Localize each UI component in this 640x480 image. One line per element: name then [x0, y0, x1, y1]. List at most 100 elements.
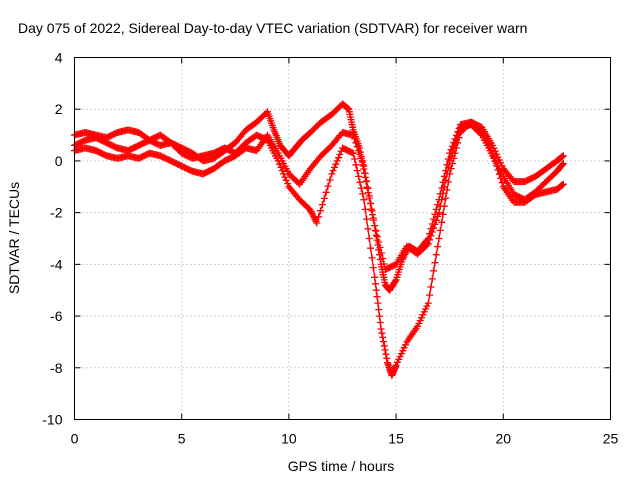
- data-point: [378, 329, 386, 337]
- data-point: [363, 177, 371, 185]
- x-tick-label: 0: [71, 431, 79, 447]
- data-point: [381, 346, 389, 354]
- data-point: [438, 196, 446, 204]
- data-point: [284, 180, 292, 188]
- data-point: [309, 211, 317, 219]
- data-point: [434, 213, 442, 220]
- x-tick-label: 5: [178, 431, 186, 447]
- data-point: [369, 214, 377, 222]
- data-point: [368, 254, 376, 262]
- series-line: [74, 103, 564, 291]
- plot-frame: [74, 57, 611, 420]
- data-point: [322, 188, 330, 196]
- y-tick-label: -8: [50, 360, 63, 376]
- data-point: [450, 144, 458, 152]
- data-point: [328, 170, 336, 178]
- ticks: [74, 57, 611, 420]
- data-point: [360, 162, 368, 170]
- data-point: [430, 267, 438, 275]
- data-point: [353, 143, 361, 151]
- data-point: [336, 151, 344, 158]
- data-point: [376, 319, 384, 326]
- data-point: [442, 194, 450, 202]
- data-point: [379, 333, 387, 341]
- data-point: [352, 139, 360, 147]
- data-point: [424, 299, 432, 307]
- data-point: [559, 180, 567, 188]
- data-point: [431, 259, 439, 267]
- series-trace-3: [71, 121, 567, 273]
- y-tick-label: 2: [55, 101, 63, 117]
- data-point: [359, 158, 367, 166]
- data-point: [427, 283, 435, 291]
- data-point: [374, 299, 382, 307]
- data-point: [371, 222, 379, 230]
- data-point: [329, 167, 337, 175]
- data-point: [367, 244, 375, 252]
- data-point: [343, 104, 351, 112]
- data-point: [369, 264, 377, 272]
- data-point: [380, 342, 388, 350]
- data-point: [333, 157, 341, 165]
- data-point: [439, 189, 447, 197]
- data-point: [351, 155, 359, 163]
- data-point: [477, 130, 484, 138]
- data-point: [349, 131, 357, 139]
- data-point: [432, 251, 440, 259]
- data-point: [368, 207, 376, 215]
- data-point: [380, 338, 387, 346]
- data-point: [442, 176, 450, 184]
- data-point: [559, 161, 566, 168]
- data-point: [332, 160, 340, 168]
- data-point: [399, 347, 407, 355]
- chart-title: Day 075 of 2022, Sidereal Day-to-day VTE…: [18, 20, 527, 36]
- y-tick-label: -2: [50, 205, 63, 221]
- data-point: [426, 291, 434, 299]
- data-point: [559, 152, 567, 160]
- x-tick-label: 10: [281, 431, 297, 447]
- data-point: [278, 167, 286, 175]
- data-point: [365, 192, 373, 200]
- y-tick-label: 0: [55, 153, 63, 169]
- data-point: [349, 149, 357, 157]
- data-point: [313, 219, 321, 227]
- data-point: [377, 249, 385, 257]
- data-point: [318, 201, 326, 209]
- data-point: [355, 172, 363, 180]
- data-point: [434, 243, 442, 251]
- data-point: [372, 286, 380, 294]
- data-point: [439, 210, 447, 218]
- data-point: [331, 163, 338, 171]
- y-tick-label: -10: [42, 412, 62, 428]
- x-tick-label: 20: [496, 431, 512, 447]
- data-point: [430, 224, 438, 232]
- data-point: [379, 255, 387, 262]
- data-point: [443, 170, 451, 178]
- data-point: [376, 312, 383, 320]
- data-point: [558, 182, 566, 189]
- data-point: [312, 217, 320, 225]
- data-point: [356, 151, 364, 158]
- data-point: [372, 280, 379, 288]
- data-point: [324, 182, 332, 190]
- data-point: [382, 350, 390, 358]
- data-point: [424, 240, 432, 248]
- data-point: [448, 149, 456, 156]
- tick-labels: 0 5 10 15 20 25 -10 -8 -6 -4 -2 0 2 4: [42, 50, 618, 447]
- data-point: [428, 228, 436, 236]
- data-point: [282, 176, 290, 184]
- data-point: [377, 325, 385, 333]
- data-point: [326, 176, 334, 184]
- data-point: [364, 184, 372, 192]
- data-point: [356, 178, 364, 186]
- data-point: [391, 277, 399, 285]
- data-point: [372, 227, 380, 235]
- data-point: [444, 163, 452, 171]
- data-point: [447, 153, 455, 161]
- data-point: [375, 306, 383, 314]
- data-point: [380, 260, 388, 268]
- data-point: [311, 216, 319, 224]
- data-point: [371, 273, 379, 281]
- data-point: [426, 236, 434, 244]
